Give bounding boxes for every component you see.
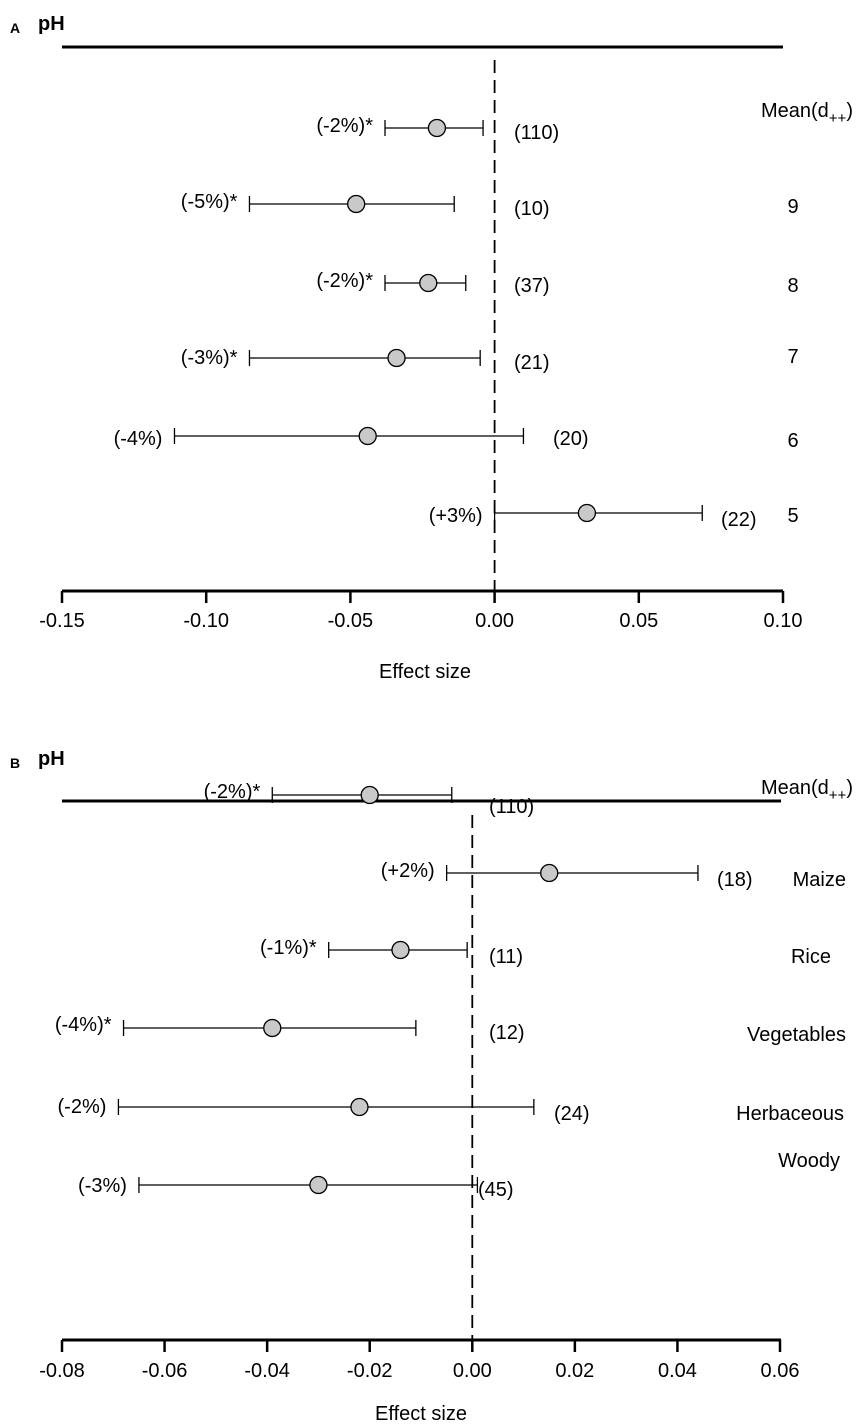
x-tick-label: -0.10 <box>183 610 229 632</box>
forest-row: (-5%)* (10) 9 <box>181 191 799 220</box>
forest-row: (-1%)* (11) Rice <box>260 937 831 968</box>
sample-size-label: (11) <box>489 946 523 968</box>
forest-row: (-3%)* (21) 7 <box>181 346 799 374</box>
mean-point <box>387 348 406 368</box>
x-tick-label: 0.00 <box>453 1360 492 1382</box>
row-label: Maize <box>793 869 846 891</box>
x-tick-label: -0.06 <box>142 1360 188 1382</box>
percent-change-label: (+2%) <box>381 860 435 882</box>
forest-row: (-2%) (24) Herbaceous <box>58 1096 844 1125</box>
mean-point <box>419 273 438 293</box>
row-label: Mean(d++) <box>761 777 853 804</box>
percent-change-label: (-2%) <box>58 1096 107 1118</box>
x-tick-label: -0.02 <box>347 1360 393 1382</box>
percent-change-label: (-4%)* <box>55 1014 112 1036</box>
x-tick-label: 0.02 <box>555 1360 594 1382</box>
panel-title: pH <box>38 748 65 770</box>
sample-size-label: (12) <box>489 1022 525 1044</box>
mean-point <box>427 118 447 138</box>
percent-change-label: (-2%)* <box>204 781 261 803</box>
x-axis-label: Effect size <box>379 661 471 683</box>
panel-title: pH <box>38 13 65 35</box>
forest-row: (-4%)* (12) Vegetables <box>55 1014 846 1046</box>
row-label: Rice <box>791 946 831 968</box>
x-tick-label: 0.05 <box>619 610 658 632</box>
forest-row: (-3%) (45) Woody <box>78 1150 840 1201</box>
percent-change-label: (-1%)* <box>260 937 317 959</box>
percent-change-label: (-2%)* <box>316 270 373 292</box>
panel-letter: B <box>10 755 20 771</box>
sample-size-label: (18) <box>717 869 753 891</box>
mean-point <box>309 1175 328 1195</box>
row-label: Mean(d++) <box>761 100 853 127</box>
percent-change-label: (-5%)* <box>181 191 238 213</box>
forest-row: (-4%) (20) 6 <box>114 426 799 452</box>
row-label: 8 <box>787 275 798 297</box>
panel-letter: A <box>10 20 20 36</box>
mean-point <box>350 1097 369 1117</box>
percent-change-label: (-3%) <box>78 1175 127 1197</box>
row-label: 9 <box>787 196 798 218</box>
row-label: Herbaceous <box>736 1103 844 1125</box>
row-label: 7 <box>787 346 798 368</box>
mean-point <box>358 426 377 446</box>
x-tick-label: 0.04 <box>658 1360 697 1382</box>
sample-size-label: (110) <box>489 796 534 818</box>
x-tick-label: -0.08 <box>39 1360 85 1382</box>
sample-size-label: (45) <box>478 1179 514 1201</box>
x-axis-label: Effect size <box>375 1403 467 1424</box>
percent-change-label: (+3%) <box>429 505 483 527</box>
row-label: 6 <box>787 430 798 452</box>
sample-size-label: (10) <box>514 198 550 220</box>
row-label: Woody <box>778 1150 840 1172</box>
mean-point <box>263 1018 282 1038</box>
row-label: 5 <box>787 505 798 527</box>
forest-row: (-2%)* (110) Mean(d++) <box>204 777 853 818</box>
sample-size-label: (110) <box>514 122 559 144</box>
sample-size-label: (37) <box>514 275 550 297</box>
percent-change-label: (-3%)* <box>181 347 238 369</box>
x-tick-label: 0.06 <box>761 1360 800 1382</box>
sample-size-label: (22) <box>721 509 757 531</box>
percent-change-label: (-4%) <box>114 428 163 450</box>
x-tick-label: -0.05 <box>328 610 374 632</box>
forest-row: (+3%) (22) 5 <box>429 503 799 531</box>
row-label: Vegetables <box>747 1024 846 1046</box>
sample-size-label: (24) <box>554 1103 590 1125</box>
x-tick-label: 0.00 <box>475 610 514 632</box>
x-tick-label: -0.04 <box>244 1360 290 1382</box>
x-tick-label: -0.15 <box>39 610 85 632</box>
percent-change-label: (-2%)* <box>316 115 373 137</box>
forest-row: (-2%)* (37) 8 <box>316 270 798 297</box>
mean-point <box>347 194 366 214</box>
x-tick-label: 0.10 <box>764 610 803 632</box>
sample-size-label: (21) <box>514 352 550 374</box>
mean-point <box>391 940 410 960</box>
mean-point <box>540 863 559 883</box>
sample-size-label: (20) <box>553 428 589 450</box>
forest-row: (+2%) (18) Maize <box>381 860 846 891</box>
mean-point <box>360 785 379 805</box>
forest-row: (-2%)* (110) Mean(d++) <box>316 100 853 144</box>
mean-point <box>577 503 597 523</box>
